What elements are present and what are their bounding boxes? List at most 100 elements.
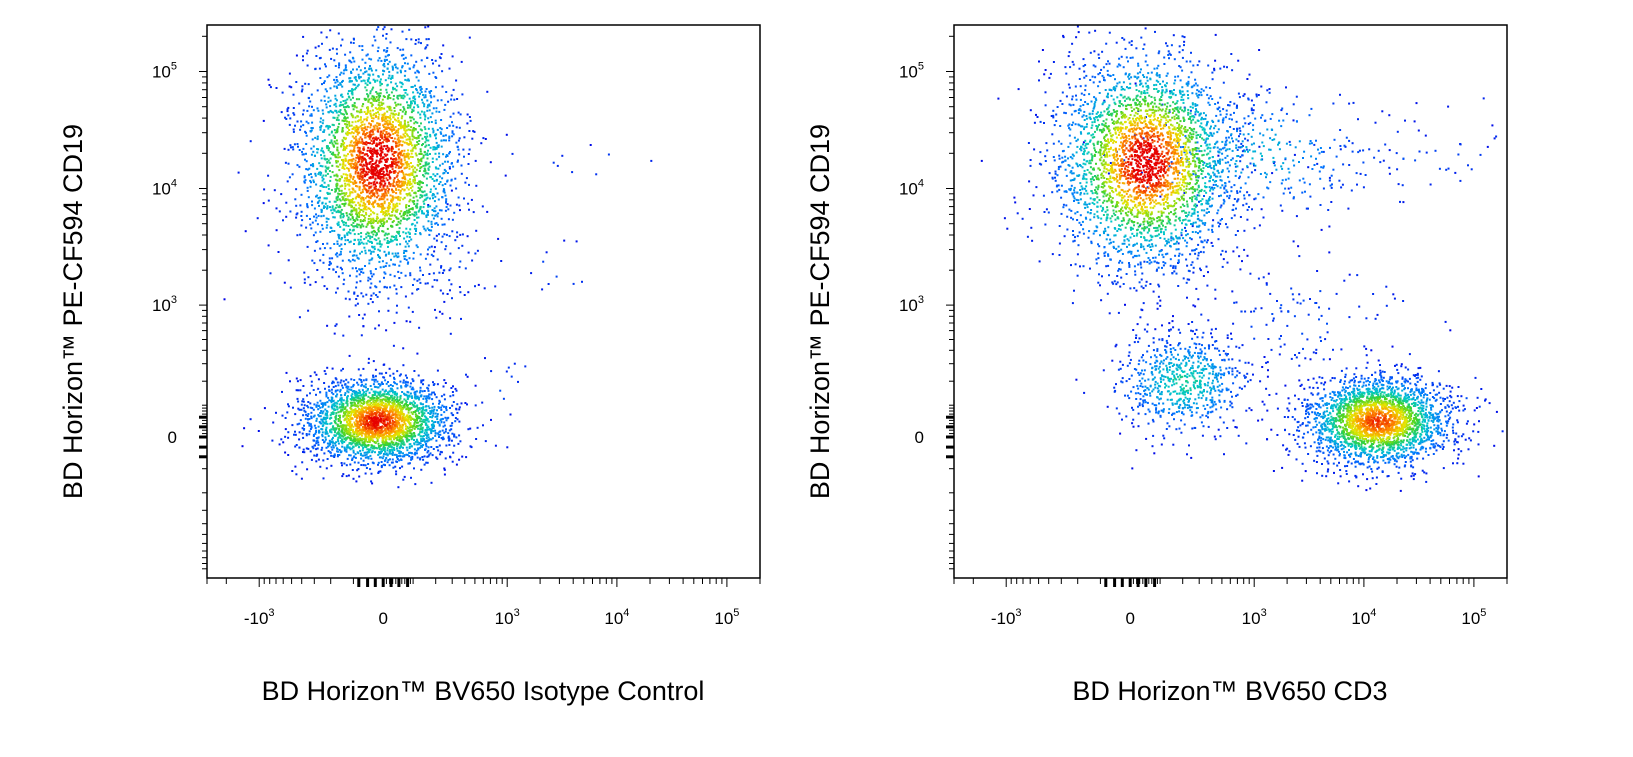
- event-dot: [301, 150, 303, 153]
- event-dot: [356, 110, 358, 113]
- event-dot: [413, 405, 416, 408]
- event-dot: [335, 189, 337, 192]
- event-dot: [379, 406, 382, 409]
- event-dot: [292, 406, 294, 409]
- event-dot: [409, 424, 412, 427]
- event-dot: [284, 161, 287, 164]
- event-dot: [367, 276, 370, 279]
- event-dot: [379, 88, 382, 91]
- event-dot: [412, 180, 415, 183]
- event-dot: [322, 150, 324, 153]
- event-dot: [403, 176, 406, 179]
- event-dot: [356, 128, 358, 131]
- event-dot: [463, 197, 465, 200]
- event-dot: [433, 250, 436, 253]
- event-dot: [343, 142, 346, 144]
- event-dot: [306, 404, 309, 407]
- event-dot: [309, 283, 312, 286]
- event-dot: [286, 110, 289, 113]
- event-dot: [382, 219, 385, 222]
- event-dot: [394, 399, 397, 401]
- event-dot: [445, 444, 448, 447]
- event-dot: [436, 258, 439, 261]
- event-dot: [388, 108, 391, 111]
- event-dot: [386, 47, 389, 50]
- event-dot: [369, 252, 372, 255]
- event-dot: [354, 404, 357, 407]
- event-dot: [502, 397, 505, 400]
- event-dot: [393, 214, 396, 217]
- event-dot: [401, 465, 404, 468]
- event-dot: [324, 401, 327, 404]
- event-dot: [395, 209, 398, 212]
- event-dot: [425, 429, 428, 432]
- event-dot: [355, 106, 358, 109]
- event-dot: [402, 364, 405, 367]
- event-dot: [383, 96, 386, 98]
- event-dot: [380, 464, 383, 467]
- event-dot: [474, 384, 477, 387]
- event-dot: [371, 436, 374, 439]
- event-dot: [339, 199, 342, 202]
- event-dot: [343, 106, 345, 109]
- event-dot: [349, 181, 352, 183]
- event-dot: [314, 231, 317, 234]
- event-dot: [377, 470, 380, 473]
- event-dot: [283, 147, 286, 150]
- event-dot: [350, 70, 352, 73]
- event-dot: [340, 401, 343, 404]
- event-dot: [349, 141, 352, 144]
- event-dot: [333, 408, 335, 411]
- event-dot: [341, 165, 344, 168]
- event-dot: [295, 377, 298, 380]
- event-dot: [348, 129, 351, 131]
- event-dot: [391, 68, 394, 71]
- event-dot: [402, 184, 405, 187]
- event-dot: [353, 435, 355, 438]
- event-dot: [361, 49, 364, 51]
- event-dot: [369, 213, 372, 216]
- event-dot: [325, 420, 328, 423]
- event-dot: [411, 116, 414, 119]
- event-dot: [395, 254, 398, 257]
- event-dot: [399, 396, 402, 398]
- event-dot: [388, 116, 391, 119]
- event-dot: [459, 440, 462, 443]
- event-dot: [340, 238, 343, 241]
- event-dot: [354, 208, 357, 211]
- event-dot: [307, 309, 310, 312]
- event-dot: [383, 26, 386, 29]
- event-dot: [411, 403, 414, 406]
- event-dot: [376, 216, 379, 218]
- event-dot: [304, 82, 307, 85]
- event-dot: [349, 426, 352, 429]
- event-dot: [398, 94, 401, 97]
- event-dot: [425, 418, 428, 421]
- event-dot: [341, 128, 344, 131]
- event-dot: [427, 211, 429, 214]
- event-dot: [426, 386, 429, 389]
- event-dot: [414, 102, 416, 105]
- event-dot: [416, 395, 419, 398]
- event-dot: [395, 410, 398, 413]
- event-dot: [416, 443, 419, 446]
- event-dot: [463, 294, 466, 296]
- event-dot: [406, 153, 408, 156]
- event-dot: [223, 298, 226, 301]
- event-dot: [452, 385, 454, 388]
- event-dot: [398, 459, 401, 462]
- event-dot: [413, 176, 416, 179]
- event-dot: [347, 423, 350, 426]
- event-dot: [345, 159, 347, 162]
- event-dot: [346, 195, 349, 198]
- event-dot: [385, 91, 388, 94]
- event-dot: [387, 252, 390, 255]
- event-dot: [306, 206, 309, 209]
- event-dot: [415, 76, 418, 79]
- event-dot: [436, 418, 439, 421]
- event-dot: [417, 136, 420, 139]
- event-dot: [414, 411, 417, 414]
- event-dot: [359, 203, 362, 206]
- event-dot: [371, 378, 374, 381]
- event-dot: [331, 426, 334, 429]
